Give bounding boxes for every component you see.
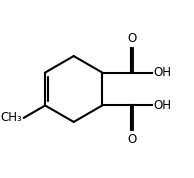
Text: OH: OH [153, 99, 171, 112]
Text: O: O [127, 133, 136, 146]
Text: CH₃: CH₃ [0, 111, 22, 124]
Text: O: O [127, 32, 136, 45]
Text: OH: OH [153, 66, 171, 79]
